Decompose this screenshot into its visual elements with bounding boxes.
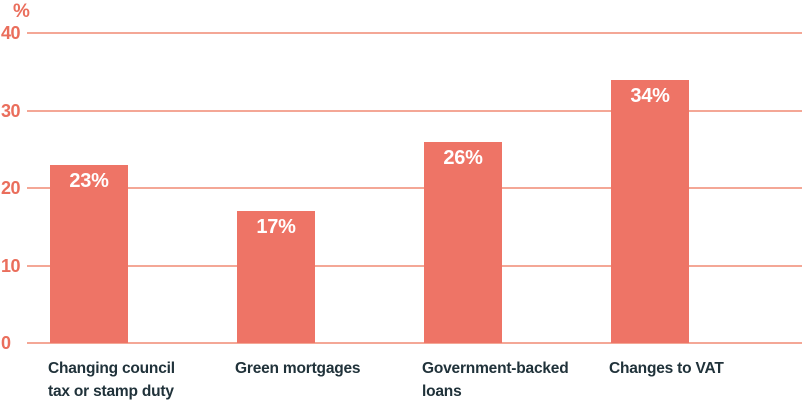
x-category-label: Changes to VAT [609, 360, 724, 377]
gridline [27, 109, 802, 112]
bar-value-label: 26% [443, 146, 483, 169]
y-tick-label: 30 [1, 100, 21, 121]
bar [611, 79, 689, 343]
bar-value-label: 34% [630, 84, 670, 107]
gridline [27, 342, 802, 344]
gridline [27, 264, 802, 267]
y-axis-unit-label: % [13, 1, 30, 22]
y-tick-label: 40 [1, 23, 21, 43]
x-category-label: Changing council tax or stamp duty [48, 360, 175, 400]
y-tick-label: 10 [1, 255, 21, 276]
gridline [27, 32, 802, 34]
bar [424, 141, 502, 343]
y-tick-label: 0 [1, 333, 11, 353]
bar-value-label: 17% [256, 216, 296, 239]
y-tick-label: 20 [1, 178, 21, 198]
bar [50, 164, 128, 343]
gridline [27, 187, 802, 189]
x-category-label: Government-backed loans [422, 360, 569, 400]
bar [237, 211, 315, 343]
bar-value-label: 23% [69, 169, 109, 192]
x-category-label: Green mortgages [235, 360, 361, 377]
